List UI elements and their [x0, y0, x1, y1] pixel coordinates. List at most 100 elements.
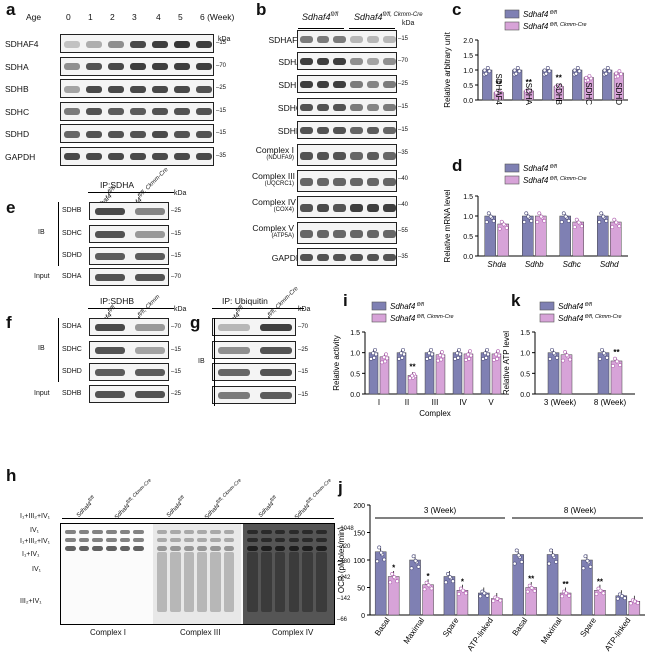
- data-point: [422, 587, 427, 592]
- data-point: [605, 66, 610, 70]
- panel-label-h: h: [6, 466, 17, 485]
- blot-band: [366, 58, 380, 66]
- x-tick-label: Sdhc: [563, 260, 581, 269]
- blot-band: [260, 391, 292, 399]
- data-point: [382, 557, 387, 562]
- data-point: [519, 560, 524, 564]
- y-tick-label: 100: [353, 558, 365, 565]
- data-point: [574, 71, 579, 76]
- blot-band: [350, 203, 363, 212]
- blot-band: [134, 369, 166, 377]
- blot-band: [260, 369, 292, 377]
- a-kda: –25: [216, 85, 227, 91]
- data-point: [426, 583, 431, 588]
- blot-band: [218, 369, 250, 377]
- blot-band: [366, 36, 380, 44]
- e-row-label: SDHD: [62, 252, 82, 259]
- b-row-label: GAPDH: [271, 253, 302, 263]
- g-blot-row: [212, 385, 296, 404]
- y-tick-label: 1.5: [463, 53, 473, 60]
- h-marker: –242: [337, 575, 351, 581]
- j-group-label: 8 (Week): [564, 506, 597, 515]
- a-kda: –15: [216, 107, 227, 114]
- h-gel-band: [133, 530, 144, 534]
- x-tick-label: Maximal: [539, 616, 564, 646]
- blot-band: [300, 127, 313, 135]
- h-group-line: [244, 518, 290, 519]
- a-kda: –70: [216, 62, 227, 69]
- data-point: [428, 355, 433, 360]
- e-blot-row: [89, 247, 169, 265]
- g-kda: –25: [298, 346, 309, 353]
- blot-band: [350, 151, 363, 160]
- data-point: [494, 90, 499, 95]
- data-point: [399, 351, 404, 356]
- h-complex-label: Complex III: [180, 628, 221, 637]
- blot-band: [173, 108, 191, 116]
- panel-label-f: f: [6, 313, 12, 332]
- data-point: [588, 564, 593, 569]
- blot-band: [134, 253, 166, 261]
- b-blot-row: [297, 30, 397, 48]
- sig-marker: **: [613, 348, 620, 357]
- blot-band: [94, 391, 126, 399]
- data-point: [585, 558, 590, 563]
- data-point: [600, 347, 604, 352]
- h-gel-band: [288, 546, 300, 551]
- f-row-label: SDHA: [62, 323, 82, 330]
- data-point: [615, 596, 620, 601]
- a-blot-row: [60, 101, 214, 121]
- b-ko-line: [349, 28, 395, 29]
- data-point: [446, 571, 450, 576]
- h-complex-label: Complex IV: [272, 628, 314, 637]
- blot-band: [129, 130, 147, 138]
- e-blot-row: [89, 224, 169, 243]
- data-point: [377, 545, 382, 550]
- blot-band: [195, 63, 213, 71]
- data-point: [517, 69, 522, 74]
- blot-band: [300, 104, 313, 112]
- data-point: [499, 219, 504, 224]
- blot-band: [173, 130, 191, 138]
- x-tick-label: I: [378, 398, 380, 407]
- h-gel-smear: [170, 552, 181, 612]
- y-tick-label: 0.5: [350, 371, 360, 378]
- data-point: [547, 69, 552, 74]
- data-point: [411, 554, 416, 559]
- data-point: [512, 561, 517, 566]
- h-gel-smear: [274, 552, 286, 612]
- h-gel-band: [247, 546, 258, 551]
- h-gel-band: [157, 546, 168, 551]
- data-point: [455, 351, 460, 356]
- data-point: [429, 586, 434, 591]
- data-point: [515, 66, 520, 70]
- blot-band: [151, 85, 169, 93]
- x-tick-label: Spare: [578, 616, 598, 639]
- blot-band: [173, 40, 191, 48]
- data-point: [572, 225, 577, 230]
- blot-band: [333, 104, 346, 112]
- blot-band: [85, 40, 103, 48]
- sig-marker: **: [528, 575, 535, 584]
- data-point: [495, 596, 500, 601]
- b-row-sub: (COX4): [273, 207, 294, 213]
- data-point: [584, 75, 589, 80]
- h-gel-band: [274, 538, 286, 542]
- data-point: [397, 356, 401, 361]
- data-point: [561, 358, 565, 363]
- age-tick: 5: [178, 12, 183, 22]
- data-point: [524, 211, 529, 216]
- blot-band: [129, 153, 147, 161]
- blot-band: [129, 108, 147, 116]
- blot-band: [63, 63, 81, 71]
- f-kda: –15: [171, 369, 182, 375]
- age-label: Age: [26, 12, 42, 22]
- blot-band: [63, 153, 81, 161]
- h-marker: –720: [337, 544, 351, 550]
- a-blot-row: [60, 56, 214, 76]
- blot-band: [366, 229, 380, 238]
- a-row-label: SDHAF4: [5, 39, 39, 49]
- y-tick-label: 1.0: [520, 351, 530, 358]
- data-point: [466, 352, 471, 357]
- h-gel-section: [61, 524, 151, 624]
